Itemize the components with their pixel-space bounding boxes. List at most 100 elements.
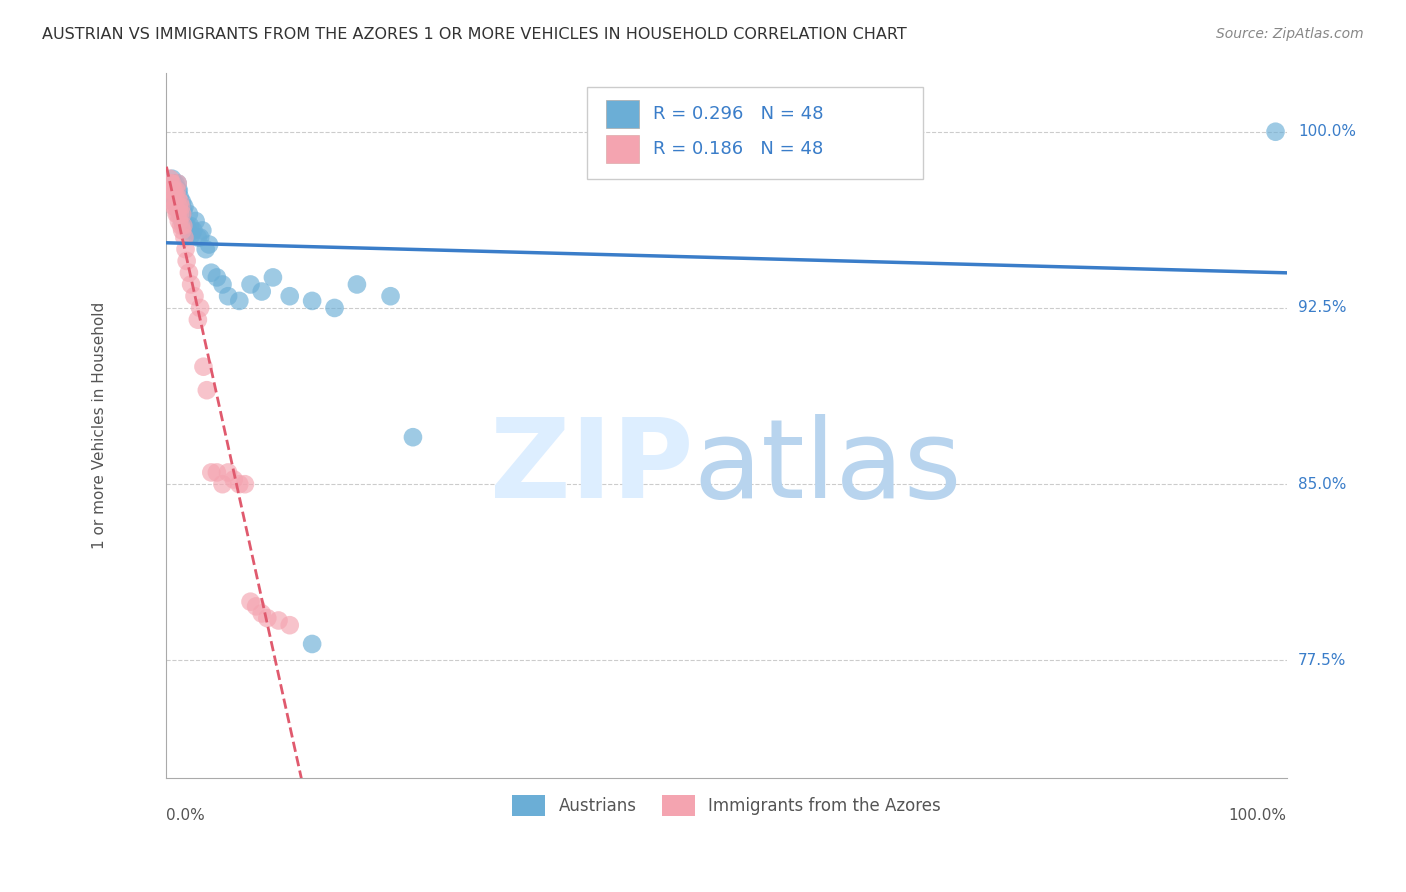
Point <box>380 289 402 303</box>
Point <box>170 200 193 214</box>
Point <box>183 289 205 303</box>
Point <box>163 200 186 214</box>
Text: 77.5%: 77.5% <box>1298 653 1346 668</box>
Point <box>239 277 262 292</box>
Point <box>160 184 183 198</box>
Point <box>187 230 209 244</box>
Point <box>162 195 184 210</box>
Point <box>173 230 195 244</box>
Point <box>217 289 239 303</box>
Point <box>166 207 188 221</box>
Text: 100.0%: 100.0% <box>1298 124 1355 139</box>
Point <box>173 200 195 214</box>
Point <box>1264 125 1286 139</box>
Text: AUSTRIAN VS IMMIGRANTS FROM THE AZORES 1 OR MORE VEHICLES IN HOUSEHOLD CORRELATI: AUSTRIAN VS IMMIGRANTS FROM THE AZORES 1… <box>42 27 907 42</box>
Point <box>160 177 183 191</box>
Point <box>233 477 256 491</box>
Point <box>402 430 425 444</box>
Text: 92.5%: 92.5% <box>1298 301 1347 316</box>
Point <box>160 171 183 186</box>
Text: atlas: atlas <box>693 414 962 521</box>
Point <box>172 204 194 219</box>
Point <box>245 599 267 614</box>
Point <box>200 466 222 480</box>
Text: R = 0.296   N = 48: R = 0.296 N = 48 <box>652 105 823 123</box>
Point <box>193 359 215 374</box>
Point <box>160 190 183 204</box>
Point <box>166 184 188 198</box>
Point <box>166 177 188 191</box>
Point <box>278 618 301 632</box>
Point <box>222 473 245 487</box>
Point <box>167 200 190 214</box>
FancyBboxPatch shape <box>586 87 922 178</box>
Point <box>177 223 200 237</box>
Point <box>177 207 200 221</box>
Bar <box>606 100 640 128</box>
Point <box>180 228 202 243</box>
Point <box>250 607 273 621</box>
Point <box>200 266 222 280</box>
Text: 85.0%: 85.0% <box>1298 476 1346 491</box>
Point <box>195 383 218 397</box>
Point <box>162 184 184 198</box>
Point <box>163 184 186 198</box>
Point <box>162 177 184 191</box>
Point <box>228 293 250 308</box>
Point <box>267 614 290 628</box>
Point <box>172 207 194 221</box>
Point <box>166 181 188 195</box>
Point <box>301 637 323 651</box>
Point <box>346 277 368 292</box>
Point <box>205 270 228 285</box>
Point <box>177 266 200 280</box>
Text: R = 0.186   N = 48: R = 0.186 N = 48 <box>652 140 823 158</box>
Point <box>228 477 250 491</box>
Point <box>180 277 202 292</box>
Point <box>165 190 187 204</box>
Point <box>169 200 191 214</box>
Point <box>172 223 194 237</box>
Point <box>187 312 209 326</box>
Point <box>191 223 214 237</box>
Point <box>323 301 346 315</box>
Point <box>179 219 201 233</box>
Point <box>172 195 194 210</box>
Text: 100.0%: 100.0% <box>1229 808 1286 823</box>
Text: 1 or more Vehicles in Household: 1 or more Vehicles in Household <box>93 301 107 549</box>
Point <box>211 277 233 292</box>
Point <box>163 195 186 210</box>
Point <box>217 466 239 480</box>
Point <box>174 219 197 233</box>
Point <box>160 177 183 191</box>
Point <box>184 214 207 228</box>
Point <box>166 177 188 191</box>
Point <box>262 270 284 285</box>
Point <box>165 190 187 204</box>
Point <box>169 207 191 221</box>
Point <box>167 214 190 228</box>
Point <box>163 184 186 198</box>
Text: Source: ZipAtlas.com: Source: ZipAtlas.com <box>1216 27 1364 41</box>
Point <box>174 242 197 256</box>
Point <box>172 214 194 228</box>
Point <box>183 223 205 237</box>
Point <box>188 301 211 315</box>
Point <box>166 190 188 204</box>
Point <box>169 195 191 210</box>
Point <box>169 190 191 204</box>
Point <box>172 219 194 233</box>
Point <box>166 184 188 198</box>
Text: 0.0%: 0.0% <box>166 808 205 823</box>
Point <box>239 595 262 609</box>
Point <box>301 293 323 308</box>
Point <box>165 200 187 214</box>
Point <box>256 611 278 625</box>
Point <box>167 184 190 198</box>
Text: ZIP: ZIP <box>489 414 693 521</box>
Legend: Austrians, Immigrants from the Azores: Austrians, Immigrants from the Azores <box>505 789 948 822</box>
Point <box>165 177 187 191</box>
Point <box>166 207 188 221</box>
Point <box>198 237 221 252</box>
Point <box>176 254 198 268</box>
